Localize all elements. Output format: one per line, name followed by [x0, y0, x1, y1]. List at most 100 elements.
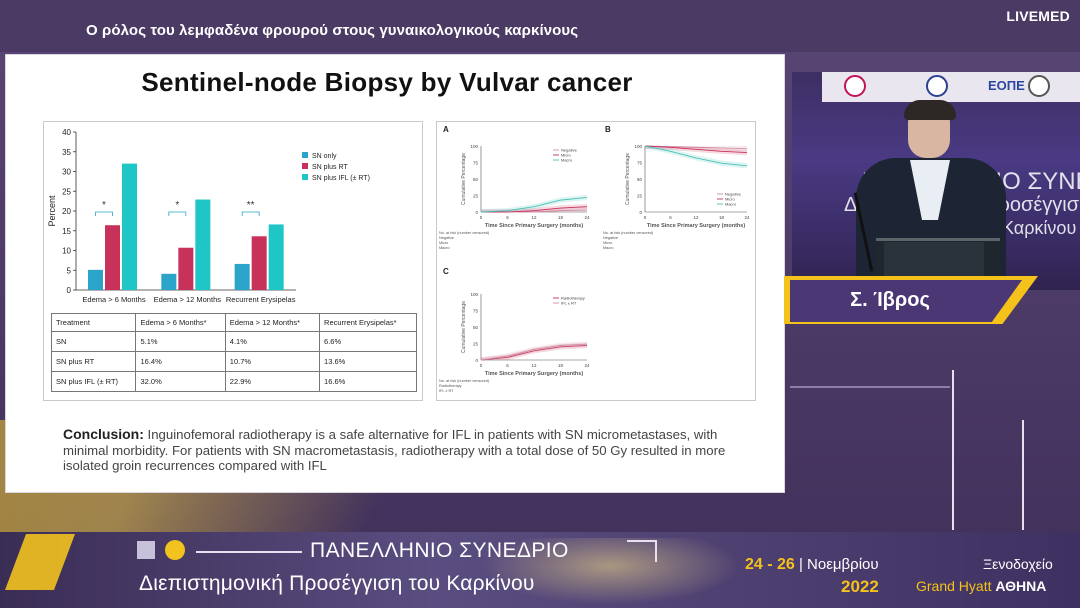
y-tick-label: 25: [637, 194, 643, 199]
legend-label: Negative: [725, 192, 742, 197]
dates-month: Νοεμβρίου: [807, 556, 879, 573]
table-cell: SN plus IFL (± RT): [50, 371, 137, 392]
dates-separator: |: [794, 556, 808, 573]
y-tick-label: 0: [67, 286, 72, 295]
x-tick-label: 24: [584, 215, 590, 220]
decorative-line: [790, 386, 950, 388]
y-tick-label: 0: [475, 210, 478, 215]
x-tick-label: 24: [584, 363, 590, 368]
panel-label: B: [605, 125, 611, 134]
x-axis-label: Time Since Primary Surgery (months): [485, 371, 583, 377]
significance-bracket: [241, 211, 260, 216]
table-cell: 6.6%: [319, 331, 417, 352]
society-logo-icon: [844, 75, 866, 97]
laptop-icon: [884, 242, 984, 276]
conference-subtitle: Διεπιστημονική Προσέγγιση του Καρκίνου: [139, 572, 535, 595]
table-cell: 16.4%: [135, 351, 226, 372]
conference-dates: 24 - 26 | Νοεμβρίου: [745, 556, 879, 574]
legend-label: Macro: [561, 158, 573, 163]
x-tick-label: 6: [669, 215, 672, 220]
legend-label: Negative: [561, 148, 578, 153]
table-cell: 16.6%: [319, 371, 417, 392]
table-cell: SN: [50, 331, 137, 352]
y-tick-label: 25: [62, 187, 71, 196]
y-tick-label: 75: [637, 161, 643, 166]
name-plate: [790, 280, 1022, 322]
legend-label: SN only: [312, 153, 337, 160]
x-tick-label: 24: [744, 215, 750, 220]
y-tick-label: 50: [473, 177, 479, 182]
x-tick-label: 12: [693, 215, 699, 220]
decorative-swirl: [470, 538, 750, 608]
bar: [178, 247, 194, 290]
at-risk-row-label: Radiotherapy: [439, 384, 462, 388]
table-row: SN 5.1% 4.1% 6.6%: [50, 331, 417, 352]
km-curves-panel: A 0 25 50 75 100 0 6 12 18 24 Time Since Primary Su…: [436, 121, 756, 401]
y-tick-label: 50: [473, 325, 479, 330]
bar: [88, 269, 103, 290]
venue-name: Grand Hyatt ΑΘΗΝΑ: [916, 578, 1046, 594]
table-row: SN plus RT 16.4% 10.7% 13.6%: [50, 351, 417, 372]
study-results-table: Treatment Edema > 6 Months* Edema > 12 M…: [50, 313, 417, 392]
legend-label: Macro: [725, 202, 737, 207]
at-risk-row-label: Negative: [439, 236, 454, 240]
y-tick-label: 100: [634, 144, 642, 149]
table-cell: 4.1%: [224, 331, 321, 352]
table-cell: 13.6%: [319, 351, 417, 372]
session-title: Ο ρόλος του λεμφαδένα φρουρού στους γυνα…: [86, 22, 579, 39]
y-tick-label: 75: [473, 309, 479, 314]
y-tick-label: 10: [62, 247, 71, 256]
conference-year: 2022: [841, 577, 879, 596]
y-tick-label: 5: [67, 266, 72, 275]
screen-text: Καρκίνου: [1002, 218, 1077, 238]
y-tick-label: 25: [473, 342, 479, 347]
y-tick-label: 35: [62, 148, 71, 157]
km-curve: [481, 206, 588, 213]
conference-title: ΠΑΝΕΛΛΗΝΙΟ ΣΥΝΕΔΡΙΟ: [310, 539, 569, 562]
at-risk-row-label: Micro: [603, 241, 612, 245]
bar: [234, 263, 250, 290]
significance-marker: *: [175, 200, 179, 211]
y-axis-label: Cumulative Percentage: [625, 153, 631, 205]
bar: [161, 273, 177, 290]
decorative-circle: [165, 540, 185, 560]
y-tick-label: 100: [470, 144, 478, 149]
legend-label: SN plus RT: [312, 164, 348, 171]
x-axis-label: Time Since Primary Surgery (months): [485, 223, 583, 229]
venue-hotel: Grand Hyatt: [916, 578, 996, 594]
x-tick-label: 18: [558, 215, 564, 220]
at-risk-row-label: Negative: [603, 236, 618, 240]
conclusion-text: Conclusion: Inguinofemoral radiotherapy …: [63, 426, 753, 474]
speaker-name: Σ. Ίβρος: [850, 289, 930, 311]
at-risk-row-label: Macro: [603, 246, 614, 250]
society-logo-icon: [1028, 75, 1050, 97]
bar: [195, 199, 211, 290]
x-tick-label: 18: [558, 363, 564, 368]
x-tick-label: Edema > 12 Months: [154, 295, 222, 304]
y-tick-label: 50: [637, 177, 643, 182]
x-tick-label: 6: [506, 363, 509, 368]
dates-days: 24 - 26: [745, 556, 795, 573]
confidence-band: [645, 146, 747, 156]
venue-city: ΑΘΗΝΑ: [995, 578, 1047, 594]
y-tick-label: 15: [62, 227, 71, 236]
confidence-band: [481, 204, 587, 212]
at-risk-row-label: IFL ± RT: [439, 389, 454, 393]
x-tick-label: 0: [480, 363, 483, 368]
x-tick-label: 0: [644, 215, 647, 220]
significance-bracket: [168, 211, 187, 216]
decorative-square: [137, 541, 155, 559]
livemed-logo: LIVEMED: [1006, 8, 1070, 24]
legend-label: IFL ± RT: [561, 301, 577, 306]
society-logo-icon: [926, 75, 948, 97]
x-tick-label: 12: [531, 363, 537, 368]
legend-label: Radiotherapy: [561, 296, 585, 301]
legend-swatch: [302, 174, 308, 180]
legend-label: Micro: [561, 153, 572, 158]
at-risk-row-label: Macro: [439, 246, 450, 250]
venue-label: Ξενοδοχείο: [983, 556, 1053, 572]
conclusion-label: Conclusion:: [63, 426, 144, 442]
bar: [105, 225, 120, 290]
